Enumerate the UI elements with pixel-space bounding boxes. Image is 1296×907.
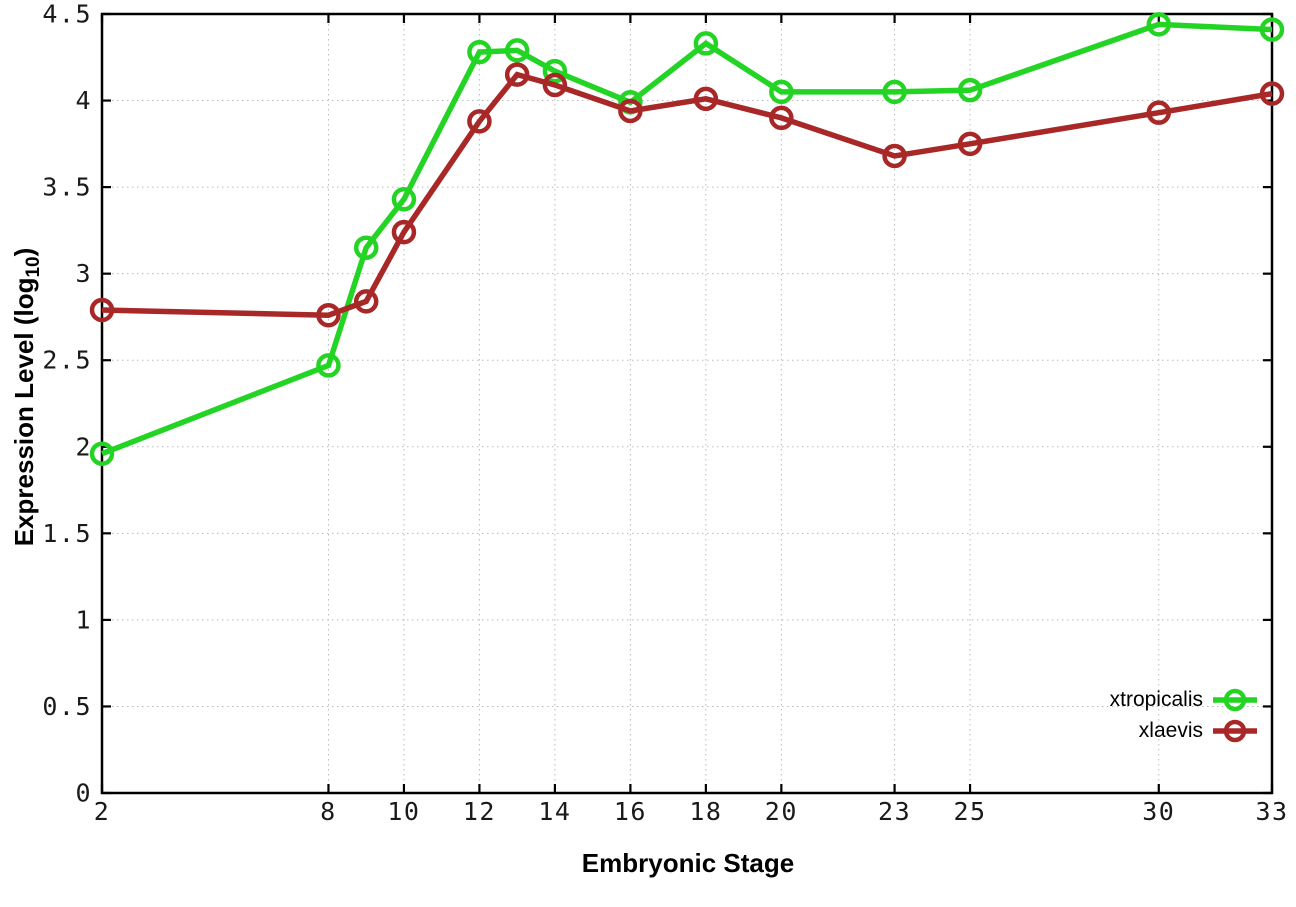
data-point-marker-xlaevis bbox=[1259, 81, 1285, 106]
y-tick-label: 0.5 bbox=[42, 692, 92, 721]
data-point-marker-xtropicalis bbox=[353, 235, 379, 260]
x-tick-label: 30 bbox=[1142, 797, 1175, 826]
y-axis-label: Expression Level (log10) bbox=[7, 95, 44, 699]
y-tick-label: 3.5 bbox=[42, 173, 92, 202]
data-point-marker-xtropicalis bbox=[467, 39, 492, 65]
data-point-marker-xtropicalis bbox=[542, 58, 568, 84]
legend-marker-icon bbox=[1213, 688, 1257, 711]
x-tick-label: 23 bbox=[878, 797, 911, 826]
y-tick-label: 2 bbox=[75, 432, 92, 461]
y-tick-label: 3 bbox=[75, 259, 92, 288]
series-line-xtropicalis bbox=[101, 21, 1273, 457]
data-point-marker-xtropicalis bbox=[1259, 17, 1285, 42]
data-point-marker-xlaevis bbox=[618, 98, 643, 124]
data-point-marker-xlaevis bbox=[89, 297, 115, 323]
y-tick-label: 0 bbox=[75, 779, 92, 808]
legend: xtropicalis xlaevis bbox=[1110, 684, 1258, 746]
x-tick-label: 2 bbox=[94, 797, 111, 826]
data-point-marker-xlaevis bbox=[353, 289, 379, 314]
data-point-marker-xtropicalis bbox=[769, 79, 794, 105]
data-point-marker-xtropicalis bbox=[316, 353, 341, 378]
data-point-marker-xtropicalis bbox=[391, 186, 417, 212]
data-point-marker-xlaevis bbox=[882, 143, 907, 169]
series-line-xlaevis bbox=[101, 71, 1273, 318]
data-point-marker-xtropicalis bbox=[957, 77, 983, 103]
x-tick-label: 16 bbox=[614, 797, 647, 826]
data-point-marker-xlaevis bbox=[1146, 100, 1172, 125]
legend-row: xlaevis bbox=[1139, 715, 1258, 746]
data-point-marker-xtropicalis bbox=[693, 31, 719, 56]
y-tick-label: 1 bbox=[75, 605, 92, 634]
data-point-marker-xlaevis bbox=[957, 131, 983, 157]
data-point-marker-xlaevis bbox=[391, 219, 417, 245]
y-tick-label: 4 bbox=[75, 86, 92, 115]
legend-label: xlaevis bbox=[1138, 718, 1203, 742]
x-axis-label: Embryonic Stage bbox=[581, 848, 795, 878]
x-tick-label: 8 bbox=[320, 797, 337, 826]
legend-label: xtropicalis bbox=[1109, 687, 1203, 711]
data-point-marker-xlaevis bbox=[693, 86, 719, 112]
y-axis-label-text: Expression Level (log bbox=[9, 277, 39, 547]
x-tick-label: 12 bbox=[463, 797, 496, 826]
x-tick-label: 33 bbox=[1255, 797, 1288, 826]
y-axis-label-close: ) bbox=[9, 247, 39, 257]
y-tick-label: 1.5 bbox=[42, 519, 92, 548]
y-axis-label-subscript: 10 bbox=[23, 256, 44, 278]
plot-border bbox=[100, 12, 1274, 795]
legend-row: xtropicalis bbox=[1110, 684, 1258, 715]
y-tick-label: 4.5 bbox=[42, 0, 92, 29]
legend-marker-icon bbox=[1213, 719, 1257, 742]
x-tick-label: 10 bbox=[387, 797, 420, 826]
data-point-marker-xtropicalis bbox=[504, 38, 530, 63]
y-tick-label: 2.5 bbox=[42, 346, 92, 375]
data-point-marker-xtropicalis bbox=[882, 79, 907, 105]
data-point-marker-xlaevis bbox=[504, 62, 530, 87]
data-point-marker-xlaevis bbox=[769, 105, 794, 131]
data-point-marker-xlaevis bbox=[542, 72, 568, 98]
data-point-marker-xtropicalis bbox=[1146, 12, 1172, 37]
x-tick-label: 14 bbox=[538, 797, 571, 826]
data-point-marker-xlaevis bbox=[316, 302, 341, 328]
x-tick-label: 25 bbox=[954, 797, 987, 826]
x-tick-label: 20 bbox=[765, 797, 798, 826]
data-point-marker-xlaevis bbox=[467, 109, 492, 134]
x-tick-label: 18 bbox=[689, 797, 722, 826]
data-point-marker-xtropicalis bbox=[89, 441, 115, 466]
